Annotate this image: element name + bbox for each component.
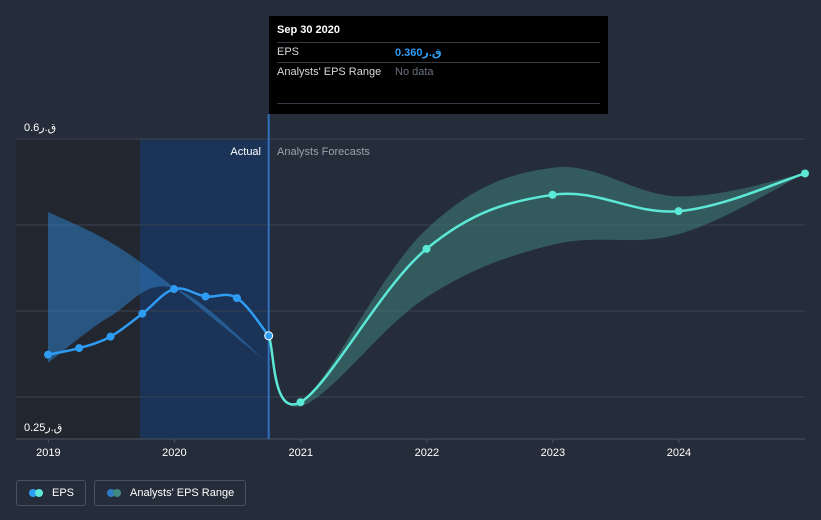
- chart-legend: EPS Analysts' EPS Range: [16, 480, 247, 506]
- eps-point-actual-0[interactable]: [44, 350, 52, 359]
- eps-point-highlighted[interactable]: [264, 331, 274, 341]
- legend-item-eps[interactable]: EPS: [16, 480, 87, 506]
- tooltip-row-range: Analysts' EPS Range No data: [277, 62, 600, 104]
- x-tick-label-2019: 2019: [36, 447, 60, 459]
- eps-range-band-0: [48, 212, 269, 364]
- eps-point-forecast-1[interactable]: [296, 398, 305, 407]
- eps-point-actual-5[interactable]: [201, 292, 210, 301]
- y-axis-bottom-label: 0.25ق.ر: [24, 422, 62, 434]
- forecast-region-label: Analysts Forecasts: [277, 146, 370, 158]
- tooltip-eps-label: EPS: [277, 46, 300, 58]
- range-legend-swatch-icon: [107, 489, 123, 497]
- legend-range-label: Analysts' EPS Range: [130, 487, 235, 499]
- tooltip-row-eps: EPS 0.360ق.ر: [277, 42, 600, 62]
- legend-item-eps-range[interactable]: Analysts' EPS Range: [94, 480, 247, 506]
- x-tick-label-2021: 2021: [289, 447, 313, 459]
- y-axis-top-label: 0.6ق.ر: [24, 122, 56, 134]
- eps-point-forecast-5[interactable]: [801, 169, 809, 178]
- x-tick-label-2022: 2022: [415, 447, 439, 459]
- eps-point-actual-6[interactable]: [232, 294, 241, 303]
- x-tick-label-2023: 2023: [541, 447, 565, 459]
- tooltip-range-label: Analysts' EPS Range: [277, 66, 382, 78]
- actual-region-label: Actual: [230, 146, 261, 158]
- eps-legend-swatch-icon: [29, 489, 45, 497]
- eps-point-forecast-2[interactable]: [422, 244, 431, 253]
- x-tick-label-2020: 2020: [162, 447, 186, 459]
- eps-point-actual-4[interactable]: [170, 285, 179, 294]
- actual-highlight-region: [140, 139, 269, 439]
- eps-point-actual-3[interactable]: [138, 309, 147, 318]
- eps-point-actual-1[interactable]: [75, 344, 84, 353]
- tooltip-date: Sep 30 2020: [277, 24, 340, 36]
- eps-point-actual-2[interactable]: [106, 332, 115, 341]
- tooltip-eps-value: 0.360ق.ر: [395, 47, 442, 59]
- eps-point-forecast-3[interactable]: [548, 190, 557, 199]
- hover-tooltip: Sep 30 2020 EPS 0.360ق.ر Analysts' EPS R…: [269, 16, 608, 114]
- eps-range-band-1: [268, 167, 805, 407]
- x-tick-label-2024: 2024: [667, 447, 691, 459]
- tooltip-range-value: No data: [395, 66, 434, 78]
- eps-point-forecast-4[interactable]: [674, 207, 683, 216]
- legend-eps-label: EPS: [52, 487, 75, 499]
